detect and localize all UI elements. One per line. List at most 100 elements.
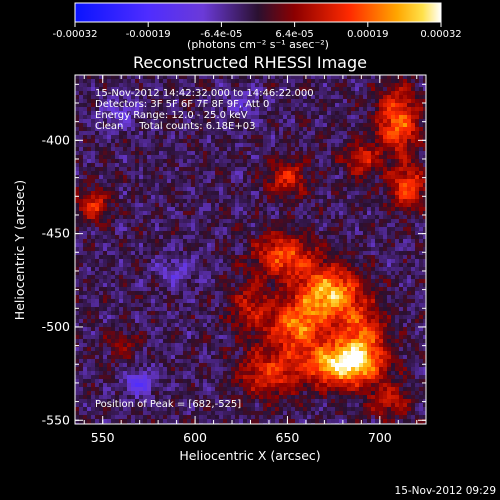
- heatmap-cell: [179, 79, 184, 84]
- heatmap-cell: [343, 119, 348, 124]
- heatmap-cell: [103, 191, 108, 196]
- heatmap-cell: [167, 135, 172, 140]
- heatmap-cell: [379, 267, 384, 272]
- heatmap-cell: [375, 107, 380, 112]
- heatmap-cell: [411, 131, 416, 136]
- heatmap-cell: [371, 83, 376, 88]
- heatmap-cell: [219, 75, 224, 80]
- heatmap-cell: [275, 219, 280, 224]
- heatmap-cell: [123, 267, 128, 272]
- heatmap-cell: [155, 99, 160, 104]
- heatmap-cell: [299, 219, 304, 224]
- heatmap-cell: [183, 131, 188, 136]
- heatmap-cell: [171, 171, 176, 176]
- heatmap-cell: [343, 151, 348, 156]
- heatmap-cell: [219, 227, 224, 232]
- heatmap-cell: [75, 179, 80, 184]
- heatmap-cell: [415, 159, 420, 164]
- heatmap-cell: [403, 243, 408, 248]
- heatmap-cell: [147, 207, 152, 212]
- heatmap-cell: [423, 283, 426, 288]
- heatmap-cell: [415, 183, 420, 188]
- heatmap-cell: [147, 251, 152, 256]
- heatmap-cell: [163, 275, 168, 280]
- heatmap-cell: [391, 155, 396, 160]
- heatmap-cell: [347, 171, 352, 176]
- heatmap-cell: [363, 123, 368, 128]
- heatmap-cell: [247, 187, 252, 192]
- heatmap-cell: [147, 295, 152, 300]
- heatmap-cell: [235, 259, 240, 264]
- heatmap-cell: [203, 87, 208, 92]
- heatmap-cell: [147, 283, 152, 288]
- heatmap-cell: [207, 267, 212, 272]
- heatmap-cell: [407, 75, 412, 80]
- heatmap-cell: [311, 103, 316, 108]
- heatmap-cell: [311, 143, 316, 148]
- heatmap-cell: [99, 127, 104, 132]
- heatmap-cell: [151, 207, 156, 212]
- heatmap-cell: [175, 175, 180, 180]
- heatmap-cell: [239, 283, 244, 288]
- heatmap-cell: [231, 195, 236, 200]
- heatmap-cell: [319, 87, 324, 92]
- heatmap-cell: [171, 191, 176, 196]
- heatmap-cell: [115, 235, 120, 240]
- heatmap-cell: [299, 155, 304, 160]
- heatmap-cell: [163, 271, 168, 276]
- heatmap-cell: [83, 203, 88, 208]
- heatmap-cell: [203, 127, 208, 132]
- heatmap-cell: [175, 75, 180, 80]
- heatmap-cell: [275, 215, 280, 220]
- heatmap-cell: [159, 75, 164, 80]
- heatmap-cell: [363, 131, 368, 136]
- heatmap-cell: [419, 267, 424, 272]
- heatmap-cell: [223, 199, 228, 204]
- heatmap-cell: [315, 191, 320, 196]
- heatmap-cell: [339, 199, 344, 204]
- heatmap-cell: [167, 115, 172, 120]
- heatmap-cell: [375, 195, 380, 200]
- heatmap-cell: [355, 91, 360, 96]
- heatmap-cell: [139, 287, 144, 292]
- heatmap-cell: [303, 179, 308, 184]
- heatmap-cell: [263, 219, 268, 224]
- heatmap-cell: [339, 239, 344, 244]
- heatmap-cell: [291, 215, 296, 220]
- heatmap-cell: [179, 239, 184, 244]
- heatmap-cell: [247, 271, 252, 276]
- heatmap-cell: [151, 83, 156, 88]
- heatmap-cell: [379, 171, 384, 176]
- heatmap-cell: [383, 295, 388, 300]
- heatmap-cell: [311, 207, 316, 212]
- heatmap-cell: [99, 111, 104, 116]
- heatmap-cell: [243, 243, 248, 248]
- heatmap-cell: [107, 131, 112, 136]
- heatmap-cell: [123, 127, 128, 132]
- heatmap-cell: [339, 123, 344, 128]
- heatmap-cell: [103, 295, 108, 300]
- heatmap-cell: [287, 95, 292, 100]
- heatmap-cell: [247, 127, 252, 132]
- heatmap-cell: [107, 135, 112, 140]
- heatmap-cell: [387, 175, 392, 180]
- heatmap-cell: [307, 287, 312, 292]
- heatmap-cell: [195, 295, 200, 300]
- heatmap-cell: [139, 183, 144, 188]
- heatmap-cell: [367, 183, 372, 188]
- heatmap-cell: [255, 199, 260, 204]
- heatmap-cell: [375, 75, 380, 80]
- heatmap-cell: [171, 223, 176, 228]
- heatmap-cell: [91, 143, 96, 148]
- heatmap-cell: [75, 243, 80, 248]
- heatmap-cell: [323, 275, 328, 280]
- heatmap-cell: [107, 219, 112, 224]
- heatmap-cell: [87, 195, 92, 200]
- heatmap-cell: [379, 155, 384, 160]
- heatmap-cell: [115, 115, 120, 120]
- heatmap-cell: [303, 87, 308, 92]
- heatmap-cell: [179, 247, 184, 252]
- heatmap-cell: [319, 135, 324, 140]
- heatmap-cell: [135, 123, 140, 128]
- heatmap-cell: [207, 115, 212, 120]
